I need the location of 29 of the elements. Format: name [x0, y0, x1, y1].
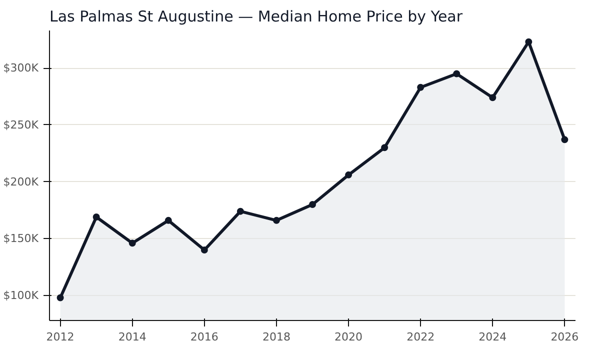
point — [92, 214, 100, 221]
point — [236, 208, 244, 215]
y-tick-label: $200K — [3, 175, 40, 188]
x-tick-label: 2020 — [334, 330, 363, 343]
point — [164, 216, 172, 224]
x-tick-label: 2022 — [406, 330, 435, 343]
point — [417, 84, 424, 91]
point — [453, 70, 460, 78]
x-tick-label: 2014 — [118, 330, 146, 343]
x-tick-label: 2026 — [550, 330, 579, 343]
point — [272, 216, 280, 224]
point — [381, 144, 388, 152]
y-tick-label: $150K — [3, 232, 40, 246]
point — [525, 38, 532, 46]
point — [345, 171, 352, 178]
x-tick-label: 2024 — [478, 330, 507, 343]
x-tick-label: 2012 — [46, 330, 74, 343]
point — [56, 294, 64, 302]
y-tick-label: $250K — [3, 118, 40, 132]
y-tick-label: $300K — [3, 62, 40, 75]
x-tick-label: 2016 — [190, 330, 218, 343]
point — [561, 136, 568, 144]
point — [489, 94, 496, 102]
x-tick-label: 2018 — [262, 330, 290, 343]
point — [200, 246, 208, 254]
y-tick-label: $100K — [3, 288, 40, 302]
point — [309, 201, 316, 208]
point — [128, 240, 136, 247]
chart-title: Las Palmas St Augustine — Median Home Price by Year — [50, 8, 464, 26]
